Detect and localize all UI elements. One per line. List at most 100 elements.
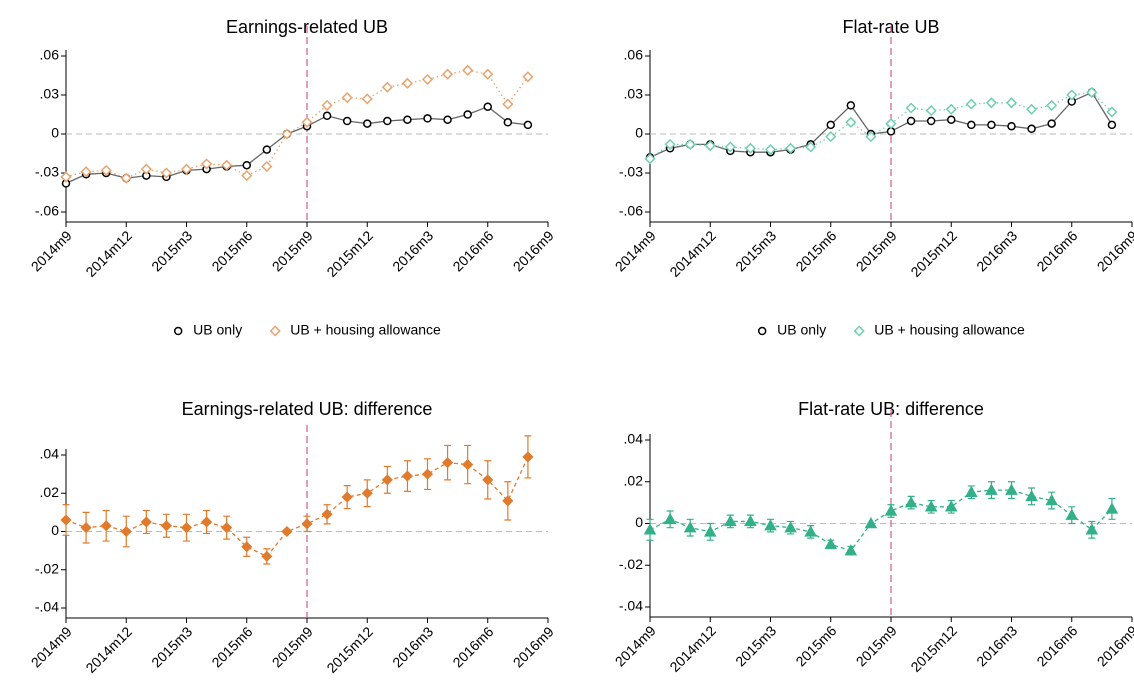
x-tick-label: 2014m12 [82, 623, 135, 676]
marker [683, 521, 697, 533]
marker [744, 514, 757, 527]
x-tick-label: 2015m3 [732, 622, 779, 669]
marker [1045, 493, 1058, 506]
x-tick-label: 2015m9 [269, 623, 316, 670]
series-line [649, 489, 1113, 552]
legend-label: UB + housing allowance [290, 322, 441, 338]
marker [1106, 106, 1118, 118]
marker [906, 116, 916, 126]
marker [421, 73, 434, 85]
marker [160, 167, 172, 179]
x-tick-label: 2015m12 [323, 227, 376, 280]
x-tick-label: 2016m6 [1033, 622, 1080, 669]
x-tick-label: 2014m9 [28, 227, 75, 274]
marker [643, 523, 657, 535]
marker [463, 110, 472, 119]
marker [845, 116, 857, 128]
marker [462, 64, 474, 76]
marker [764, 519, 777, 531]
marker [965, 485, 978, 497]
marker [100, 164, 112, 176]
marker [664, 138, 676, 150]
marker [60, 171, 72, 183]
marker [884, 504, 898, 516]
y-tick-label: .03 [40, 86, 60, 102]
marker [523, 120, 533, 130]
marker [947, 115, 956, 124]
marker [261, 550, 273, 562]
marker [80, 522, 92, 534]
x-tick-label: 2014m12 [82, 227, 135, 280]
marker [201, 516, 213, 528]
x-tick-label: 2016m6 [449, 623, 496, 670]
x-tick-label: 2015m6 [208, 623, 255, 670]
marker [322, 111, 332, 121]
marker [321, 99, 333, 111]
marker [80, 166, 92, 178]
marker [1086, 86, 1098, 98]
x-tick-label: 2015m3 [148, 227, 195, 274]
marker [1005, 97, 1018, 109]
chart-title: Flat-rate UB: difference [798, 399, 984, 419]
x-tick-label: 2015m6 [792, 622, 839, 669]
marker [421, 468, 434, 480]
x-tick-label: 2014m12 [666, 227, 719, 280]
marker [924, 500, 938, 512]
y-tick-label: .02 [624, 472, 644, 488]
marker [221, 159, 233, 171]
marker [985, 483, 998, 495]
y-tick-label: -.02 [619, 556, 643, 572]
marker [281, 525, 293, 538]
marker [1047, 119, 1056, 128]
marker [442, 68, 454, 80]
marker [987, 120, 996, 130]
x-tick-label: 2015m12 [907, 227, 960, 280]
marker [321, 508, 333, 520]
marker [361, 93, 373, 105]
x-tick-label: 2015m12 [907, 622, 960, 675]
marker [381, 81, 393, 93]
marker [261, 160, 273, 173]
marker [1066, 89, 1078, 101]
marker [844, 544, 858, 556]
marker [403, 115, 412, 124]
marker [1027, 124, 1036, 134]
series-line [65, 105, 529, 184]
marker [363, 119, 372, 128]
marker [241, 541, 253, 553]
y-tick-label: .04 [40, 446, 60, 462]
legend-label: UB only [777, 322, 826, 338]
x-tick-label: 2014m12 [666, 622, 719, 675]
marker [262, 145, 272, 154]
marker [301, 116, 313, 128]
marker [341, 92, 353, 104]
x-tick-label: 2016m3 [389, 623, 436, 670]
marker [1007, 121, 1016, 131]
y-tick-label: -.02 [35, 560, 59, 576]
marker [361, 487, 373, 499]
marker [1046, 99, 1058, 111]
x-tick-label: 2016m3 [973, 227, 1020, 274]
marker [965, 98, 977, 110]
marker [241, 170, 253, 182]
marker [846, 101, 856, 110]
marker [301, 518, 313, 530]
y-tick-label: -.03 [619, 164, 643, 180]
marker [281, 128, 293, 140]
x-tick-label: 2014m9 [28, 623, 75, 670]
marker [503, 118, 513, 127]
marker [1005, 483, 1018, 495]
marker [644, 153, 656, 165]
x-tick-label: 2016m9 [510, 623, 557, 670]
marker [825, 131, 837, 143]
y-tick-label: -.06 [619, 203, 643, 219]
y-tick-label: 0 [51, 125, 59, 141]
y-tick-label: 0 [51, 522, 59, 538]
marker [140, 163, 152, 175]
marker [201, 158, 213, 170]
y-tick-label: 0 [635, 514, 643, 530]
marker [221, 522, 233, 534]
marker [442, 457, 454, 469]
marker [522, 71, 534, 83]
